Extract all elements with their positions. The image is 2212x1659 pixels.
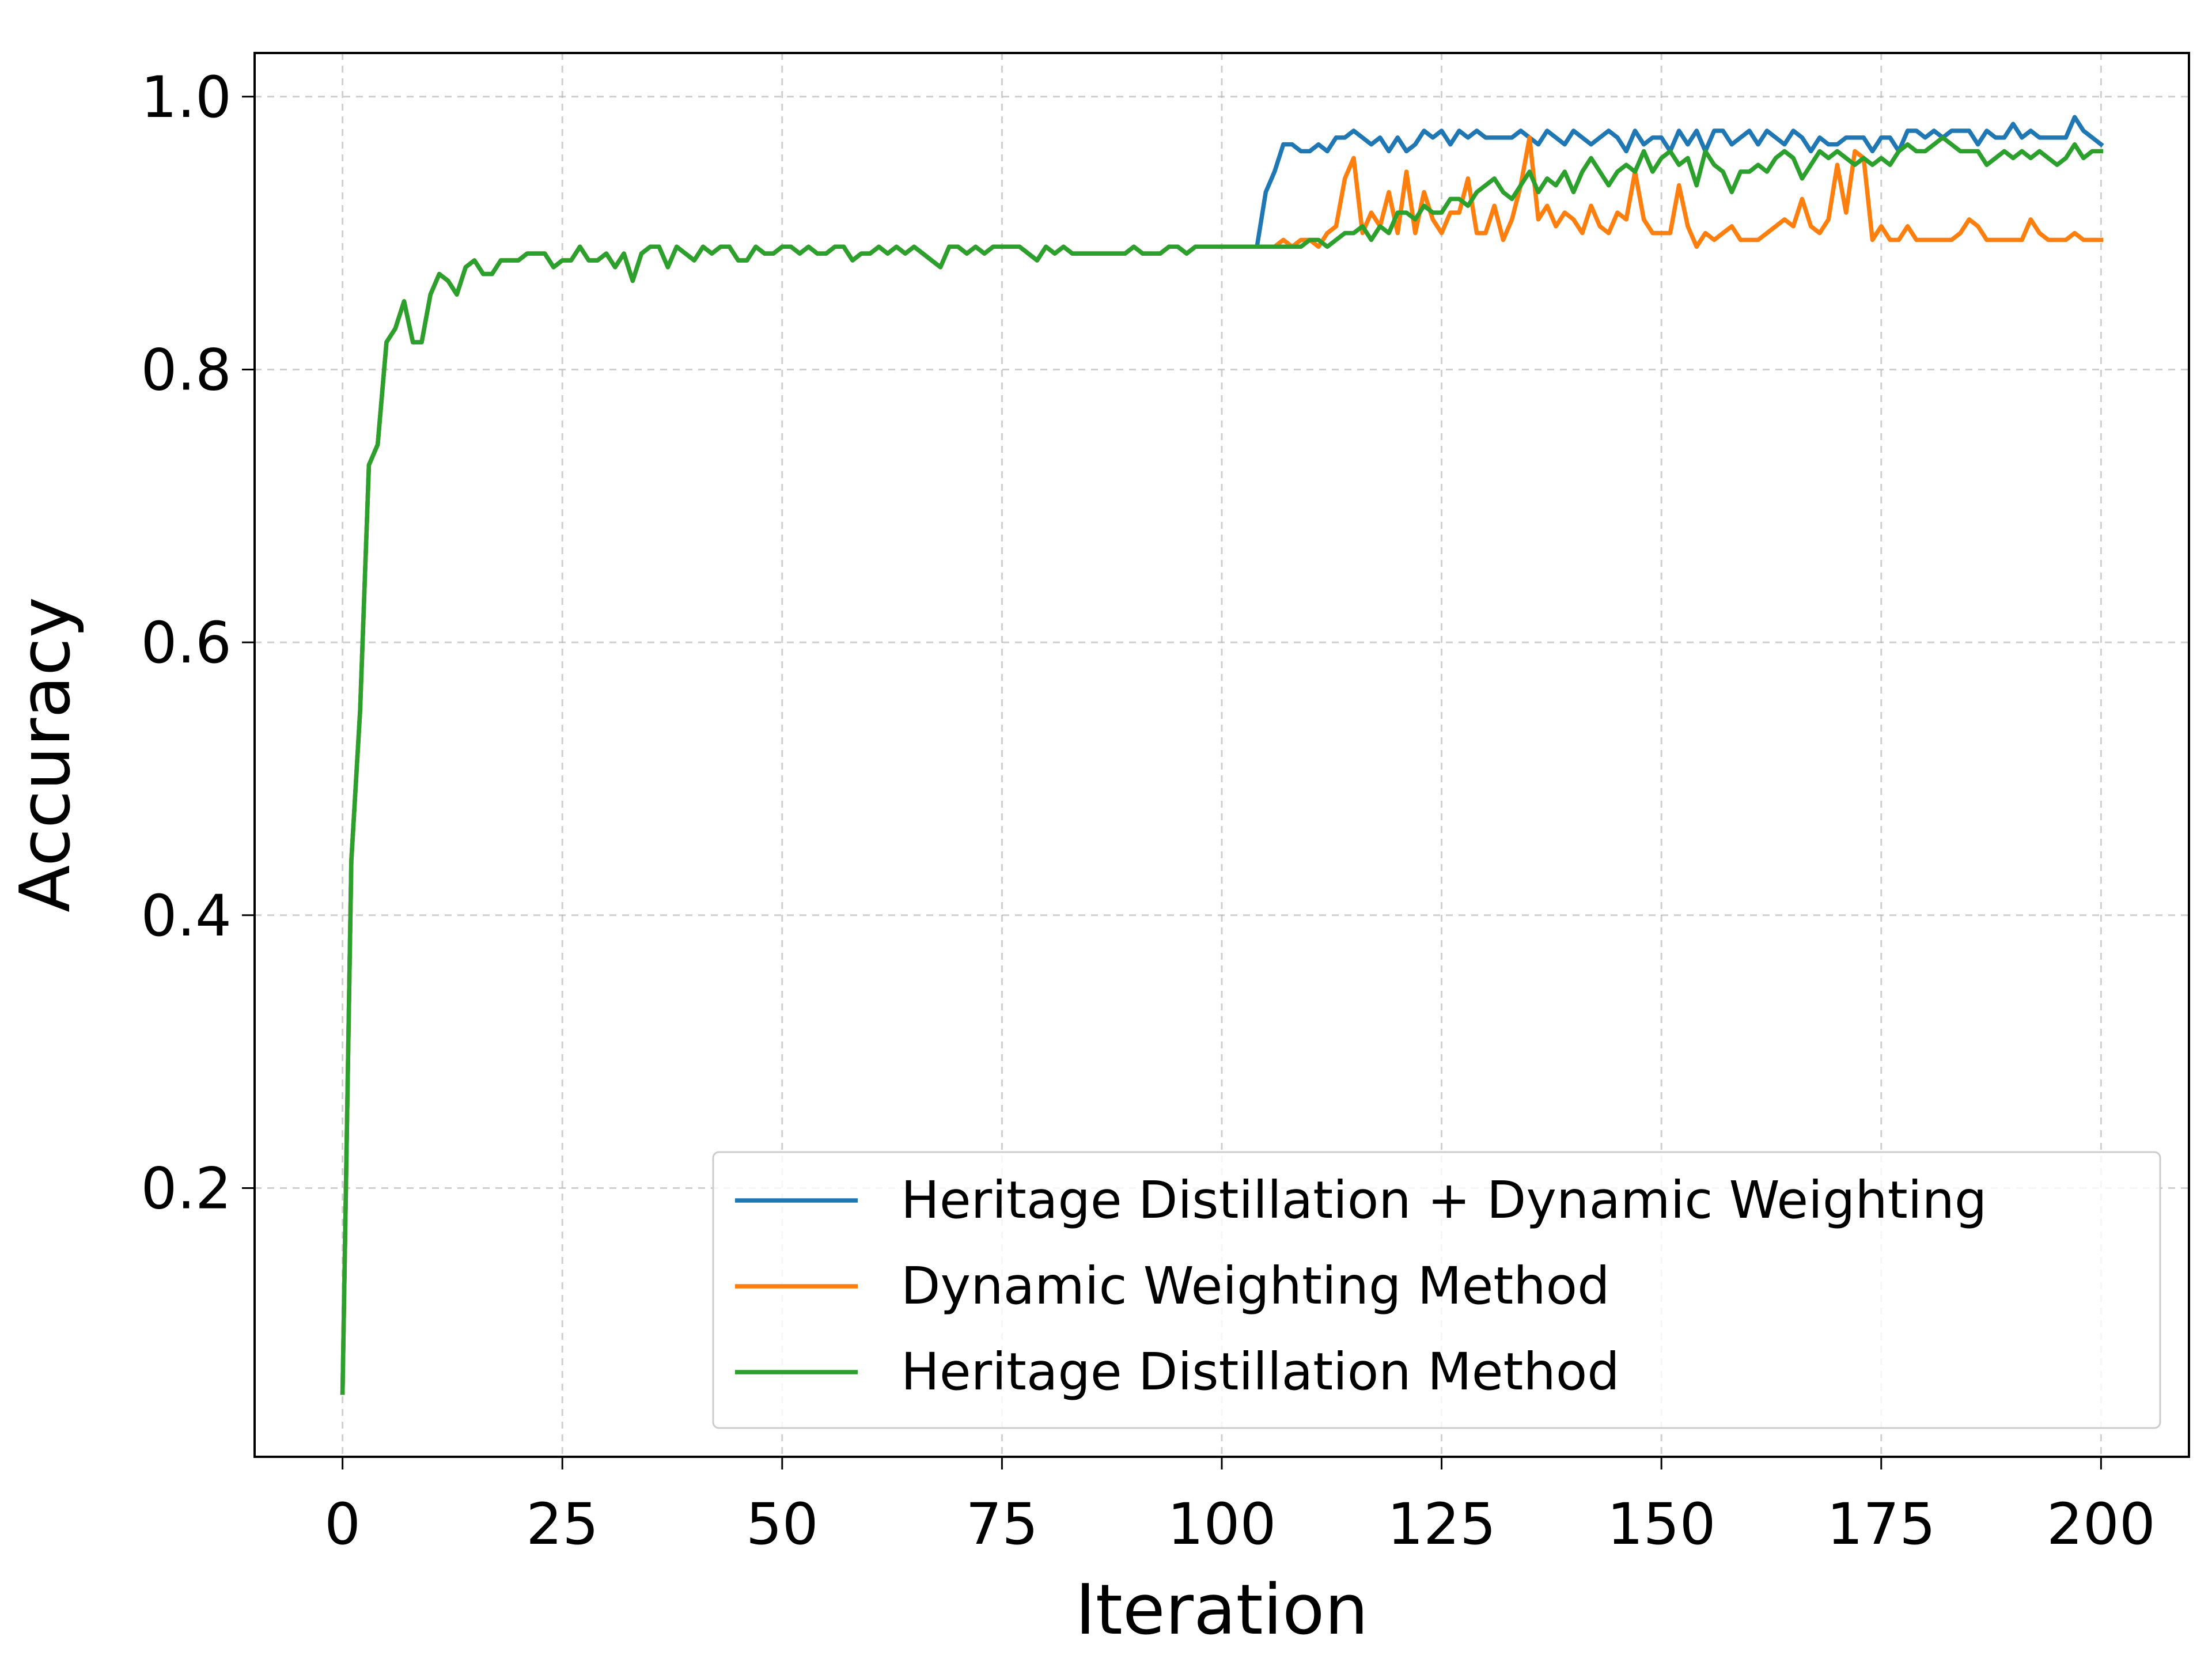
legend-label: Dynamic Weighting Method	[901, 1256, 1610, 1316]
plot-frame	[253, 52, 2190, 1458]
x-tick-label: 25	[526, 1491, 599, 1558]
x-tick-label: 0	[324, 1491, 361, 1558]
x-tick-label: 200	[2047, 1491, 2156, 1558]
y-tick-label: 1.0	[141, 65, 232, 131]
x-tick-label: 75	[965, 1491, 1038, 1558]
legend-box	[712, 1151, 2161, 1429]
x-tick-label: 125	[1387, 1491, 1496, 1558]
legend-label: Heritage Distillation Method	[901, 1342, 1620, 1402]
y-tick-label: 0.6	[141, 610, 232, 676]
y-axis-label: Accuracy	[6, 597, 86, 912]
x-tick-label: 175	[1827, 1491, 1936, 1558]
x-axis-label: Iteration	[1075, 1570, 1368, 1650]
y-tick-label: 0.8	[141, 337, 232, 403]
legend-label: Heritage Distillation + Dynamic Weightin…	[901, 1170, 1987, 1230]
x-tick-label: 50	[746, 1491, 819, 1558]
series-line	[340, 135, 2104, 1395]
x-tick-label: 100	[1168, 1491, 1277, 1558]
y-tick-label: 0.2	[141, 1156, 232, 1222]
x-tick-label: 150	[1607, 1491, 1716, 1558]
y-tick-label: 0.4	[141, 883, 232, 949]
